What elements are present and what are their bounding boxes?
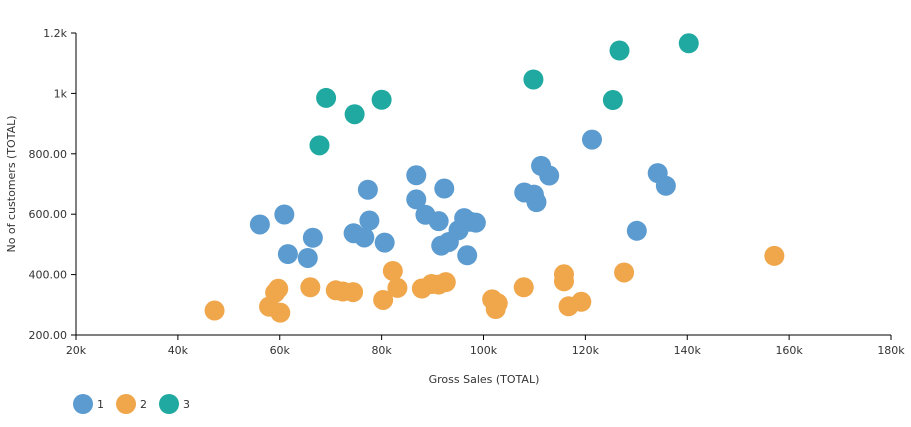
data-point [581, 129, 602, 150]
x-tick-label: 20k [66, 344, 87, 357]
data-point [277, 244, 298, 265]
data-point [354, 227, 375, 248]
data-point [539, 165, 560, 186]
legend-marker [159, 394, 179, 414]
data-point [309, 135, 330, 156]
series-1-points [249, 129, 676, 268]
x-tick-label: 140k [674, 344, 702, 357]
y-tick-label: 200.00 [29, 329, 68, 342]
data-point [406, 189, 427, 210]
data-point [249, 214, 270, 235]
data-point [602, 90, 623, 111]
data-point [553, 271, 574, 292]
legend-label: 2 [140, 398, 147, 411]
series-2-points [204, 245, 785, 323]
data-point [571, 291, 592, 312]
legend: 1 2 3 [73, 394, 190, 414]
data-point [343, 282, 364, 303]
data-point [373, 289, 394, 310]
legend-item-2: 2 [116, 394, 147, 414]
data-point [297, 247, 318, 268]
legend-marker [73, 394, 93, 414]
y-tick-label: 1.2k [43, 27, 67, 40]
x-tick-label: 160k [775, 344, 803, 357]
x-tick-label: 40k [168, 344, 189, 357]
legend-item-3: 3 [159, 394, 190, 414]
legend-item-1: 1 [73, 394, 104, 414]
data-point [465, 212, 486, 233]
y-tick-label: 1k [54, 87, 68, 100]
data-point [487, 293, 508, 314]
y-tick-label: 800.00 [29, 148, 68, 161]
data-point [359, 210, 380, 231]
x-tick-label: 60k [270, 344, 291, 357]
data-point [387, 277, 408, 298]
data-point [626, 220, 647, 241]
data-point [523, 69, 544, 90]
data-point [513, 277, 534, 298]
y-axis-title: No of customers (TOTAL) [5, 115, 18, 252]
data-point [344, 104, 365, 125]
data-point [428, 211, 449, 232]
data-point [374, 232, 395, 253]
data-point [435, 272, 456, 293]
data-point [316, 87, 337, 108]
axes: 20k 40k 60k 80k 100k 120k 140k 160k 180k 200.00 40… [29, 27, 906, 357]
data-point [371, 89, 392, 110]
series-3-points [309, 33, 699, 156]
x-tick-label: 180k [877, 344, 905, 357]
data-point [678, 33, 699, 54]
data-point [302, 227, 323, 248]
data-point [655, 175, 676, 196]
data-point [274, 204, 295, 225]
data-point [457, 245, 478, 266]
data-points [204, 33, 785, 323]
legend-label: 1 [97, 398, 104, 411]
data-point [300, 277, 321, 298]
x-axis-title: Gross Sales (TOTAL) [429, 373, 540, 386]
data-point [526, 192, 547, 213]
x-tick-label: 80k [371, 344, 392, 357]
data-point [357, 179, 378, 200]
data-point [434, 178, 455, 199]
data-point [614, 262, 635, 283]
x-tick-label: 120k [572, 344, 600, 357]
data-point [406, 165, 427, 186]
data-point [382, 260, 403, 281]
legend-marker [116, 394, 136, 414]
legend-label: 3 [183, 398, 190, 411]
data-point [609, 40, 630, 61]
x-tick-label: 100k [470, 344, 498, 357]
y-tick-label: 400.00 [29, 269, 68, 282]
y-tick-label: 600.00 [29, 208, 68, 221]
data-point [268, 278, 289, 299]
data-point [270, 302, 291, 323]
data-point [204, 300, 225, 321]
data-point [764, 245, 785, 266]
